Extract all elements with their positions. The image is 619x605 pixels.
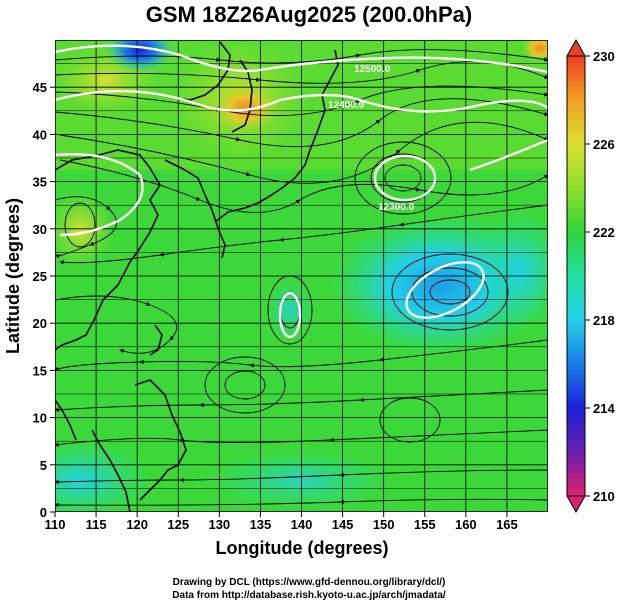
streamline [55, 295, 178, 354]
y-tick-label: 5 [40, 458, 47, 473]
height-contour [373, 154, 437, 202]
y-axis-label: Latitude (degrees) [3, 198, 23, 354]
x-tick-label: 160 [455, 517, 477, 532]
height-contour [55, 89, 548, 113]
y-tick-label: 25 [33, 269, 47, 284]
x-tick-label: 115 [86, 517, 107, 532]
streamline [59, 159, 548, 213]
gyre-cyclone-east [411, 267, 489, 317]
y-tick-label: 15 [33, 363, 47, 378]
streamline [55, 469, 548, 485]
gyre-anticyclone [384, 164, 422, 192]
map-plot-area: 12500.0 12400.0 12300.0 [55, 40, 548, 512]
x-tick-label: 120 [126, 517, 148, 532]
warm-corner [522, 40, 548, 62]
x-tick-label: 140 [291, 517, 313, 532]
y-tick-label: 10 [33, 411, 47, 426]
colorbar-tick-label: 214 [593, 401, 615, 416]
contour-label: 12500.0 [354, 64, 391, 75]
x-tick-label: 130 [208, 517, 230, 532]
cool-region-east [470, 210, 548, 330]
gyre-cyclone-east [391, 253, 509, 331]
colorbar-ticks: 230 226 222 218 214 210 [585, 49, 615, 504]
gyre-south [204, 356, 286, 414]
colorbar-tick-label: 222 [593, 225, 615, 240]
colorbar: 230 226 222 218 214 210 [566, 38, 615, 514]
y-tick-label: 0 [40, 505, 47, 520]
colorbar-bottom-arrow [566, 495, 586, 514]
contour-label: 12400.0 [328, 100, 365, 111]
x-tick-label: 125 [167, 517, 189, 532]
streamline [55, 339, 548, 371]
y-tick-label: 45 [33, 80, 47, 95]
x-tick-label: 155 [414, 517, 436, 532]
colorbar-tick-label: 210 [593, 489, 615, 504]
colorbar-scale [566, 55, 586, 497]
chart-title: GSM 18Z26Aug2025 (200.0hPa) [146, 2, 472, 27]
streamline [55, 61, 548, 84]
streamline [55, 196, 118, 259]
colorbar-tick-label: 218 [593, 313, 615, 328]
x-tick-label: 150 [373, 517, 395, 532]
x-axis: 110 115 120 125 130 135 140 145 150 155 160 165 [45, 512, 518, 532]
y-tick-label: 30 [33, 222, 47, 237]
x-axis-label: Longitude (degrees) [215, 538, 388, 558]
streamline [55, 49, 548, 64]
credit-drawing: Drawing by DCL (https://www.gfd-dennou.o… [173, 577, 446, 588]
streamline [55, 389, 548, 412]
x-tick-label: 165 [496, 517, 518, 532]
gyre-cyclone-central [267, 275, 313, 345]
gyre-cyclone-east [429, 279, 471, 305]
colorbar-tick-label: 226 [593, 137, 615, 152]
height-contour [278, 291, 302, 339]
height-contour [55, 44, 548, 74]
y-tick-label: 35 [33, 175, 47, 190]
x-tick-label: 135 [250, 517, 272, 532]
height-contour [405, 261, 485, 319]
colorbar-tick-label: 230 [593, 49, 615, 64]
credit-data: Data from http://database.rish.kyoto-u.a… [172, 590, 446, 601]
y-axis: 0 5 10 15 20 25 30 35 40 45 [33, 80, 55, 520]
streamline [55, 429, 548, 447]
height-contour [469, 138, 548, 172]
cool-spot-central [265, 280, 315, 340]
circulation-gyres [64, 141, 509, 443]
gyre-southeast [379, 397, 441, 443]
height-contours [55, 44, 548, 339]
y-tick-label: 40 [33, 127, 47, 142]
x-tick-label: 145 [332, 517, 354, 532]
streamlines [55, 49, 548, 508]
streamline [59, 204, 548, 265]
colorbar-top-arrow [566, 38, 586, 57]
gyre-anticyclone [354, 141, 452, 215]
x-tick-label: 110 [45, 517, 66, 532]
streamline [55, 498, 548, 508]
height-contour [55, 153, 144, 237]
gyre-south [224, 370, 266, 400]
gyre-west [64, 202, 96, 248]
y-tick-label: 20 [33, 316, 47, 331]
contour-label: 12300.0 [378, 202, 415, 213]
